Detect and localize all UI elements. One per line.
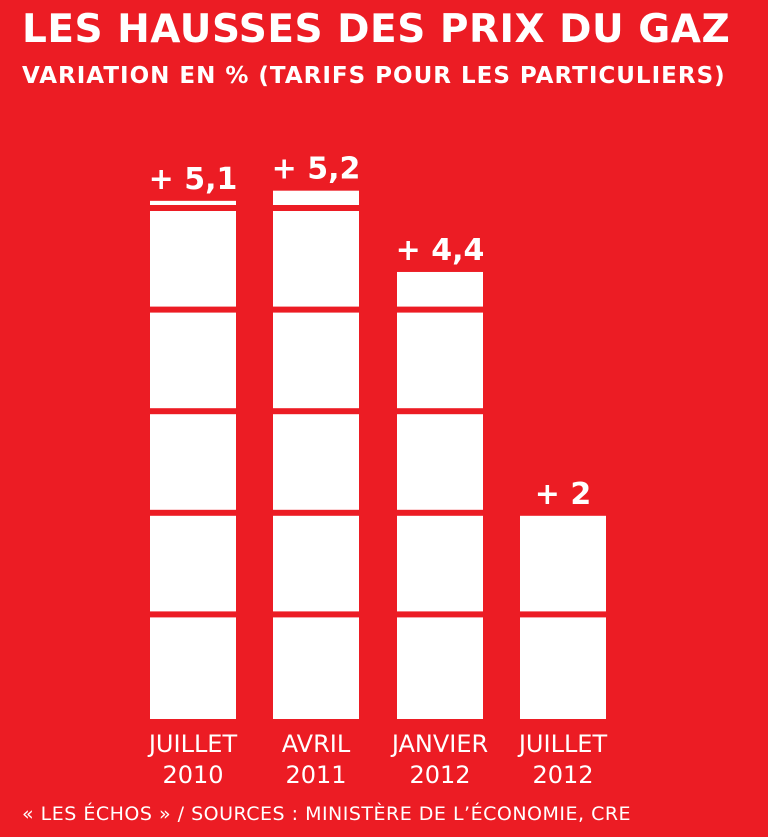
chart-title: LES HAUSSES DES PRIX DU GAZ: [22, 7, 731, 52]
bar-segment: [150, 312, 236, 409]
bar-segment: [397, 414, 483, 510]
bar-segment: [520, 617, 606, 719]
bar-segment: [273, 211, 359, 307]
bar-segment: [397, 617, 483, 719]
bar-segment: [273, 312, 359, 409]
category-label-period: AVRIL: [282, 730, 351, 758]
chart-subtitle: VARIATION EN % (TARIFS POUR LES PARTICUL…: [22, 63, 726, 89]
data-label: + 4,4: [396, 233, 485, 268]
bar-segment: [150, 515, 236, 612]
category-labels-group: JUILLET 2010 AVRIL 2011 JANVIER 2012 JUILLET 20…: [147, 730, 608, 789]
bar-segment: [150, 414, 236, 510]
category-label-period: JANVIER: [390, 730, 488, 758]
bars-group: [150, 190, 606, 719]
category-label-year: 2012: [409, 761, 470, 789]
bar-segment: [397, 271, 483, 307]
bar-segment: [150, 211, 236, 307]
bar-segment: [273, 190, 359, 205]
chart-source: « LES ÉCHOS » / SOURCES : MINISTÈRE DE L…: [22, 803, 632, 825]
bar-segment: [273, 617, 359, 719]
data-label: + 2: [535, 477, 591, 512]
bar-segment: [150, 200, 236, 205]
category-label-period: JUILLET: [517, 730, 608, 758]
data-label: + 5,1: [149, 162, 238, 197]
bar-segment: [273, 515, 359, 612]
bar-segment: [150, 617, 236, 719]
bar-segment: [273, 414, 359, 510]
data-label: + 5,2: [272, 152, 361, 187]
bar-segment: [397, 515, 483, 612]
data-labels-group: + 5,1 + 5,2 + 4,4 + 2: [149, 152, 592, 512]
bar-segment: [397, 312, 483, 409]
category-label-year: 2011: [285, 761, 346, 789]
category-label-period: JUILLET: [147, 730, 238, 758]
category-label-year: 2012: [532, 761, 593, 789]
category-label-year: 2010: [162, 761, 223, 789]
bar-segment: [520, 515, 606, 612]
